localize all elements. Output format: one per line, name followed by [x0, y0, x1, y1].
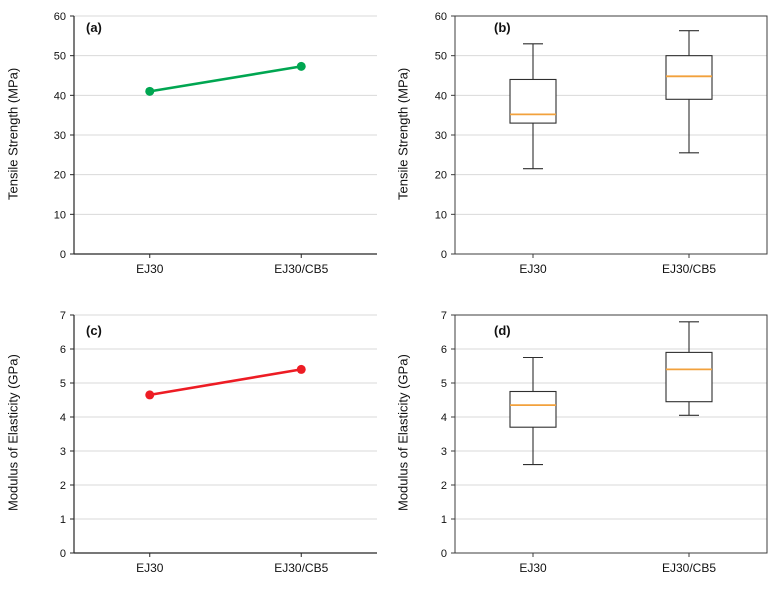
panel-b-plot: 0 10 20 30 40 50 60 EJ30 EJ30/CB5	[435, 11, 768, 276]
panel-b: (b) Tensile Strength (MPa) 0 10 20 30 40 50 60…	[390, 0, 780, 299]
panel-d-letter: (d)	[494, 323, 511, 338]
y-tick-label: 0	[60, 249, 66, 261]
y-tick-label: 5	[441, 378, 447, 390]
y-tick-label: 50	[54, 51, 66, 63]
x-tick-label: EJ30/CB5	[662, 262, 716, 276]
y-tick-label: 5	[60, 378, 66, 390]
panel-a-plot: 0 10 20 30 40 50 60 EJ30 EJ30/CB5	[54, 11, 377, 276]
y-tick-label: 30	[435, 130, 447, 142]
y-tick-label: 50	[435, 51, 447, 63]
y-tick-label: 4	[60, 412, 66, 424]
y-tick-label: 40	[435, 90, 447, 102]
y-tick-label: 10	[54, 209, 66, 221]
data-point	[145, 390, 155, 400]
x-tick-label: EJ30/CB5	[274, 561, 328, 575]
panel-b-letter: (b)	[494, 20, 511, 35]
y-tick-label: 1	[60, 514, 66, 526]
panel-a: (a) Tensile Strength (MPa) 0 10 20 30 40 50 60…	[0, 0, 390, 299]
box	[665, 351, 713, 403]
x-tick-label: EJ30	[519, 561, 547, 575]
y-tick-label: 20	[435, 170, 447, 182]
box	[509, 390, 557, 428]
data-line	[149, 65, 302, 93]
y-tick-label: 20	[54, 170, 66, 182]
data-point	[296, 61, 306, 71]
plot-border	[454, 314, 768, 554]
data-point	[296, 364, 306, 374]
panel-c-plot: 0 1 2 3 4 5 6 7 EJ30 EJ30/CB5	[60, 310, 377, 575]
y-tick-label: 0	[441, 548, 447, 560]
y-tick-label: 0	[60, 548, 66, 560]
y-tick-label: 1	[441, 514, 447, 526]
box	[509, 78, 557, 124]
y-tick-label: 4	[441, 412, 447, 424]
x-tick-label: EJ30	[136, 561, 164, 575]
x-tick-label: EJ30	[136, 262, 164, 276]
y-tick-label: 6	[60, 344, 66, 356]
data-point	[145, 86, 155, 96]
y-tick-label: 2	[441, 480, 447, 492]
y-tick-label: 3	[441, 446, 447, 458]
x-tick-label: EJ30/CB5	[662, 561, 716, 575]
panel-d-plot: 0 1 2 3 4 5 6 7 EJ30 EJ30/CB5	[441, 310, 768, 575]
y-tick-label: 10	[435, 209, 447, 221]
y-tick-label: 7	[60, 310, 66, 322]
y-tick-label: 2	[60, 480, 66, 492]
y-tick-label: 60	[435, 11, 447, 23]
panel-c-letter: (c)	[86, 323, 102, 338]
y-tick-label: 3	[60, 446, 66, 458]
x-tick-label: EJ30	[519, 262, 547, 276]
panel-a-letter: (a)	[86, 20, 102, 35]
box	[665, 55, 713, 100]
y-tick-label: 0	[441, 249, 447, 261]
y-tick-label: 40	[54, 90, 66, 102]
y-tick-label: 60	[54, 11, 66, 23]
data-line	[149, 368, 302, 397]
y-tick-label: 7	[441, 310, 447, 322]
x-tick-label: EJ30/CB5	[274, 262, 328, 276]
y-tick-label: 6	[441, 344, 447, 356]
y-tick-label: 30	[54, 130, 66, 142]
